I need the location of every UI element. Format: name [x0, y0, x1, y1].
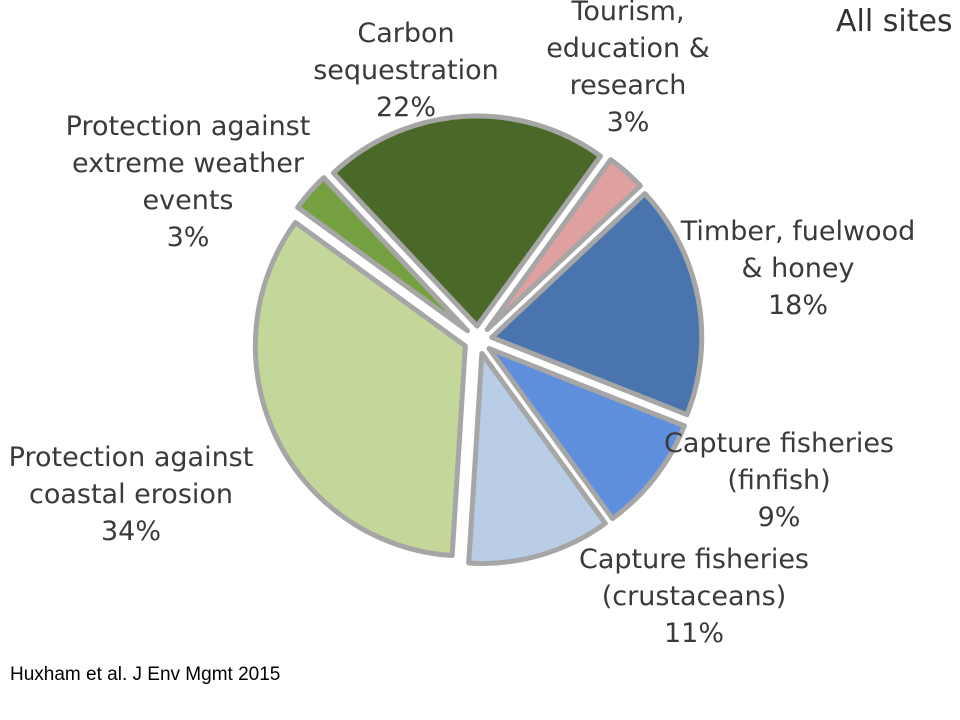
slice-label-7: Protection against extreme weather events 3… [66, 111, 311, 253]
pie-slice-7 [295, 175, 470, 334]
slice-label-2: Tourism, education & research 3% [546, 0, 710, 138]
pie-slice-6 [252, 220, 468, 559]
pie-slices [252, 113, 705, 566]
slice-labels: Carbon sequestration 22% Tourism, education … [9, 0, 916, 649]
slice-label-3: Timber, fuelwood & honey 18% [680, 216, 915, 321]
slice-label-4: Capture fisheries (finfish) 9% [664, 428, 894, 533]
pie-slice-1 [330, 113, 604, 329]
chart-title: All sites [836, 4, 953, 39]
citation: Huxham et al. J Env Mgmt 2015 [10, 664, 281, 685]
slice-label-6: Protection against coastal erosion 34% [9, 442, 254, 547]
pie-slice-3 [489, 191, 705, 418]
slice-label-5: Capture fisheries (crustaceans) 11% [579, 544, 809, 649]
pie-slice-2 [484, 157, 643, 332]
pie-slice-5 [466, 350, 608, 566]
slice-label-1: Carbon sequestration 22% [313, 18, 499, 123]
pie-slice-4 [486, 346, 687, 521]
